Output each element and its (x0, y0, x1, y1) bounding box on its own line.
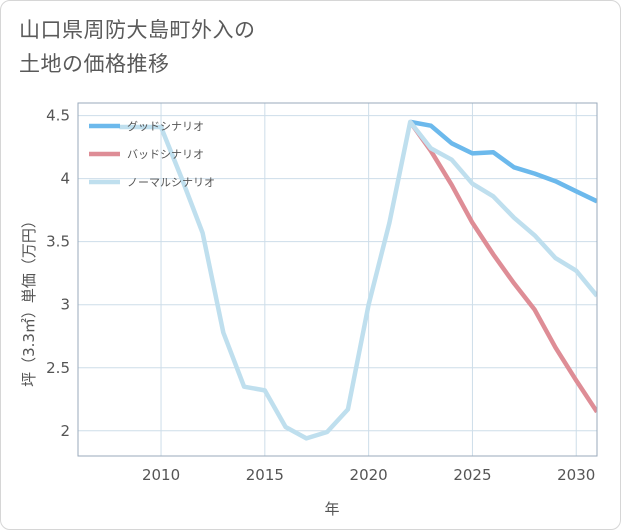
plot-area-border (77, 102, 598, 457)
y-axis-title: 坪（3.3㎡）単価（万円） (20, 213, 38, 387)
y-tick-label: 2 (60, 422, 70, 440)
x-axis-ticks: 2010 2015 2020 2025 2030 (142, 466, 595, 484)
x-tick-label: 2030 (557, 466, 595, 484)
series-lines (119, 119, 597, 441)
y-tick-label: 2.5 (46, 359, 70, 377)
legend-label: グッドシナリオ (127, 119, 204, 133)
x-tick-label: 2020 (350, 466, 388, 484)
series-line-2 (408, 120, 597, 414)
legend-label: ノーマルシナリオ (127, 176, 215, 189)
page-title: 山口県周防大島町外入の 土地の価格推移 (19, 13, 256, 81)
series-line-3 (119, 119, 597, 441)
title-line-1: 山口県周防大島町外入の (19, 18, 256, 42)
x-axis-title: 年 (324, 500, 339, 518)
x-tick-label: 2025 (453, 466, 491, 484)
y-tick-label: 3.5 (46, 233, 70, 251)
series-line-1 (409, 119, 597, 204)
legend-label: バッドシナリオ (127, 148, 204, 161)
x-tick-label: 2015 (246, 466, 284, 484)
y-tick-label: 4 (60, 170, 70, 188)
y-axis-ticks: 2 2.5 3 3.5 4 4.5 (46, 107, 70, 440)
y-tick-label: 4.5 (46, 107, 70, 125)
title-line-2: 土地の価格推移 (19, 52, 170, 76)
x-tick-label: 2010 (142, 466, 180, 484)
grid-lines (78, 103, 597, 456)
y-tick-label: 3 (60, 296, 70, 314)
